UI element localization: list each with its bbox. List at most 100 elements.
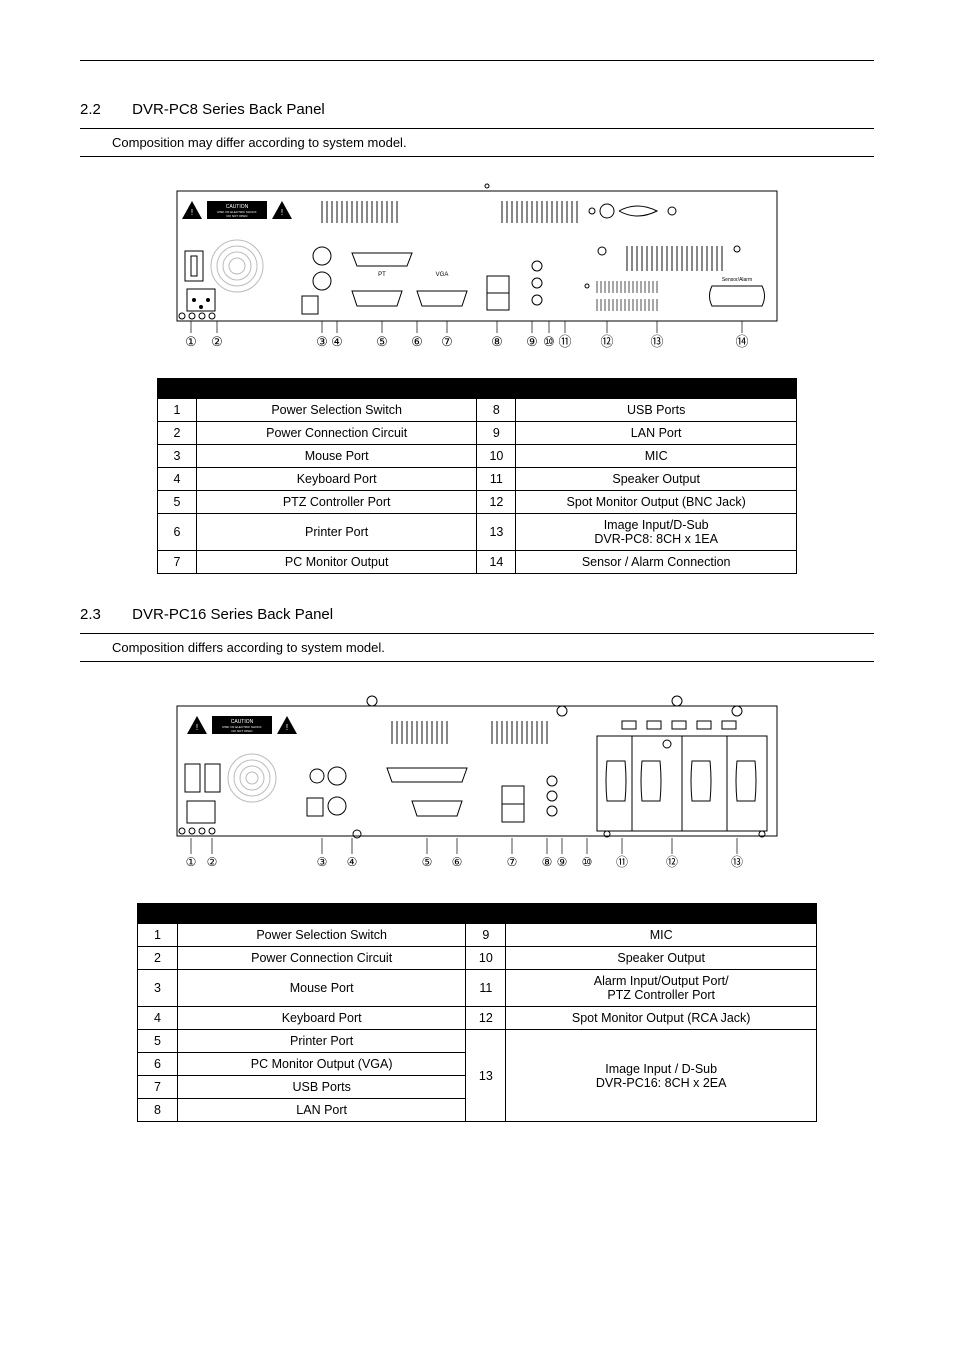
port-name: Speaker Output [506, 947, 817, 970]
svg-text:⑧: ⑧ [491, 334, 503, 349]
port-name: Power Connection Circuit [196, 422, 477, 445]
note-pc8: Composition may differ according to syst… [80, 128, 874, 157]
svg-text:!: ! [191, 208, 193, 217]
port-name: PC Monitor Output (VGA) [177, 1053, 465, 1076]
port-name: MIC [516, 445, 797, 468]
page-top-rule [80, 60, 874, 61]
section-2-3-title: 2.3 DVR-PC16 Series Back Panel [80, 606, 874, 623]
svg-text:!: ! [281, 208, 283, 217]
port-name: Image Input/D-Sub DVR-PC8: 8CH x 1EA [516, 514, 797, 551]
port-index: 10 [477, 445, 516, 468]
port-name: Sensor / Alarm Connection [516, 551, 797, 574]
svg-text:!: ! [196, 723, 198, 732]
pc8-diagram: ! CAUTION RISK OF ELECTRIC SHOCK DO NOT … [80, 181, 874, 364]
svg-text:⑦: ⑦ [441, 334, 453, 349]
port-index: 9 [477, 422, 516, 445]
svg-text:②: ② [207, 855, 218, 869]
svg-text:Sensor/Alarm: Sensor/Alarm [722, 277, 752, 283]
port-index: 7 [138, 1076, 178, 1099]
port-index: 6 [158, 514, 197, 551]
table-row: 2Power Connection Circuit9LAN Port [158, 422, 797, 445]
port-name: Mouse Port [177, 970, 465, 1007]
port-index: 12 [477, 491, 516, 514]
svg-text:⑫: ⑫ [666, 855, 678, 869]
port-index: 5 [138, 1030, 178, 1053]
pc16-diagram: ! CAUTION RISK OF ELECTRIC SHOCK DO NOT … [80, 686, 874, 889]
port-index: 8 [138, 1099, 178, 1122]
table-row: 4Keyboard Port11Speaker Output [158, 468, 797, 491]
table-row: 4Keyboard Port12Spot Monitor Output (RCA… [138, 1007, 817, 1030]
port-index: 6 [138, 1053, 178, 1076]
port-index: 4 [158, 468, 197, 491]
table-row: 3Mouse Port10MIC [158, 445, 797, 468]
svg-text:④: ④ [347, 855, 358, 869]
port-index: 8 [477, 399, 516, 422]
port-index: 11 [466, 970, 506, 1007]
svg-text:④: ④ [331, 334, 343, 349]
port-name: LAN Port [177, 1099, 465, 1122]
port-name: Power Connection Circuit [177, 947, 465, 970]
port-name: LAN Port [516, 422, 797, 445]
port-index: 3 [158, 445, 197, 468]
svg-text:⑫: ⑫ [600, 334, 613, 349]
port-name: Speaker Output [516, 468, 797, 491]
svg-text:③: ③ [317, 855, 328, 869]
port-index: 14 [477, 551, 516, 574]
svg-text:⑪: ⑪ [616, 855, 628, 869]
svg-text:!: ! [286, 723, 288, 732]
port-index: 3 [138, 970, 178, 1007]
port-name: Alarm Input/Output Port/ PTZ Controller … [506, 970, 817, 1007]
port-index: 10 [466, 947, 506, 970]
section-2-2-text: DVR-PC8 Series Back Panel [132, 101, 325, 118]
svg-text:⑬: ⑬ [731, 855, 743, 869]
svg-text:⑩: ⑩ [582, 855, 593, 869]
svg-text:⑨: ⑨ [526, 334, 538, 349]
table-row: 5Printer Port13Image Input / D-Sub DVR-P… [138, 1030, 817, 1053]
port-name: Power Selection Switch [177, 924, 465, 947]
port-index: 13 [477, 514, 516, 551]
table-row: 7PC Monitor Output14Sensor / Alarm Conne… [158, 551, 797, 574]
port-index: 1 [158, 399, 197, 422]
svg-text:⑧: ⑧ [542, 855, 553, 869]
port-index: 9 [466, 924, 506, 947]
table-row: 5PTZ Controller Port12Spot Monitor Outpu… [158, 491, 797, 514]
port-index: 13 [466, 1030, 506, 1122]
svg-text:⑬: ⑬ [650, 334, 663, 349]
svg-text:PT: PT [378, 272, 386, 278]
pc8-diagram-svg: ! CAUTION RISK OF ELECTRIC SHOCK DO NOT … [157, 181, 797, 361]
port-index: 5 [158, 491, 197, 514]
pc16-table: 1Power Selection Switch9MIC2Power Connec… [137, 903, 817, 1122]
svg-text:⑤: ⑤ [422, 855, 433, 869]
svg-text:VGA: VGA [436, 272, 449, 278]
svg-text:⑭: ⑭ [735, 334, 748, 349]
port-index: 2 [158, 422, 197, 445]
port-index: 11 [477, 468, 516, 491]
port-name: PTZ Controller Port [196, 491, 477, 514]
section-2-3-text: DVR-PC16 Series Back Panel [132, 606, 333, 623]
table-row: 1Power Selection Switch9MIC [138, 924, 817, 947]
pc16-diagram-svg: ! CAUTION RISK OF ELECTRIC SHOCK DO NOT … [157, 686, 797, 886]
svg-text:⑤: ⑤ [376, 334, 388, 349]
svg-text:②: ② [211, 334, 223, 349]
port-name: MIC [506, 924, 817, 947]
port-name: Power Selection Switch [196, 399, 477, 422]
port-name: Spot Monitor Output (RCA Jack) [506, 1007, 817, 1030]
port-name: Keyboard Port [177, 1007, 465, 1030]
svg-text:DO NOT OPEN: DO NOT OPEN [232, 729, 253, 733]
svg-text:⑪: ⑪ [558, 334, 571, 349]
table-row: 6Printer Port13Image Input/D-Sub DVR-PC8… [158, 514, 797, 551]
svg-text:DO NOT OPEN: DO NOT OPEN [227, 214, 248, 218]
table-row: 1Power Selection Switch8USB Ports [158, 399, 797, 422]
port-name: PC Monitor Output [196, 551, 477, 574]
port-index: 12 [466, 1007, 506, 1030]
section-2-2-number: 2.2 [80, 101, 128, 118]
port-index: 7 [158, 551, 197, 574]
port-name: Keyboard Port [196, 468, 477, 491]
port-name: USB Ports [516, 399, 797, 422]
note-pc16: Composition differs according to system … [80, 633, 874, 662]
svg-text:⑥: ⑥ [411, 334, 423, 349]
pc8-table: 1Power Selection Switch8USB Ports2Power … [157, 378, 797, 574]
svg-text:①: ① [185, 334, 197, 349]
port-index: 1 [138, 924, 178, 947]
port-name: USB Ports [177, 1076, 465, 1099]
